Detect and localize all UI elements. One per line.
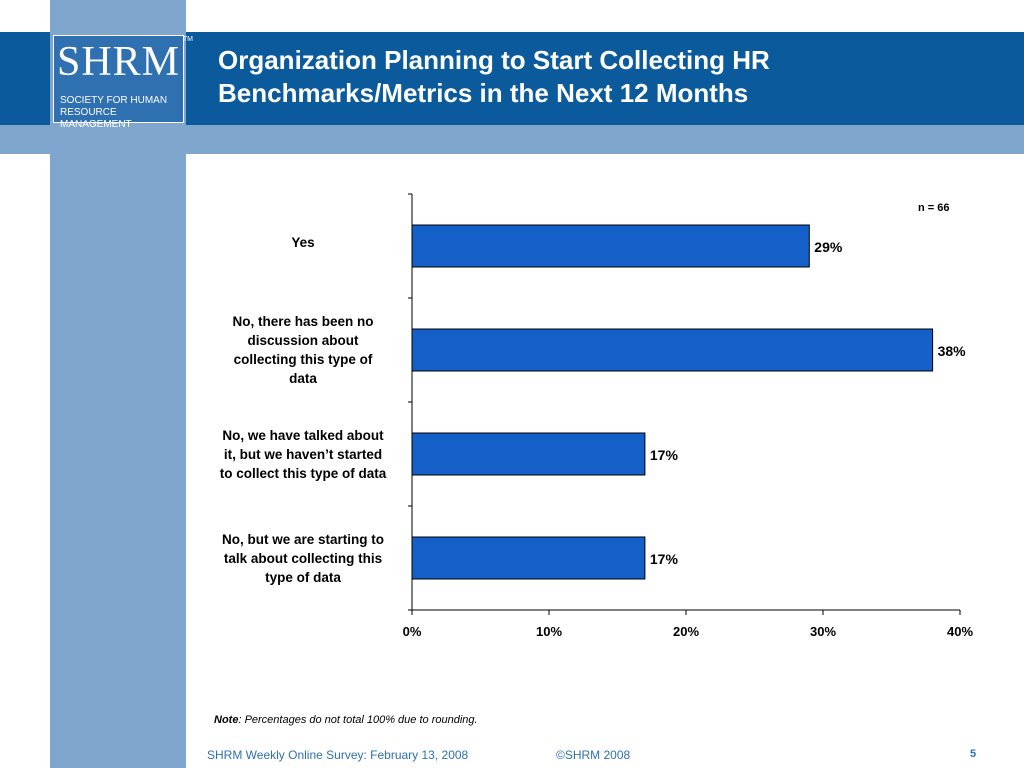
x-tick-label: 10%: [536, 624, 562, 639]
footnote-text: : Percentages do not total 100% due to r…: [238, 714, 478, 726]
category-label-line: talk about collecting this: [223, 550, 383, 566]
category-label-line: data: [289, 371, 317, 386]
category-label: No, we have talked about it, but we haven…: [208, 426, 398, 483]
footer-copyright: ©SHRM 2008: [556, 748, 631, 762]
bar-value-label: 17%: [650, 447, 679, 463]
x-tick-label: 30%: [810, 624, 836, 639]
slide-title-line-1: Organization Planning to Start Collectin…: [218, 45, 770, 75]
logo-subtitle: SOCIETY FOR HUMAN RESOURCE MANAGEMENT: [60, 95, 183, 131]
slide-title-line-2: Benchmarks/Metrics in the Next 12 Months: [218, 78, 749, 108]
category-label: No, but we are starting to talk about col…: [208, 530, 398, 587]
category-label-line: No, we have talked about: [222, 427, 384, 443]
slide-title: Organization Planning to Start Collectin…: [218, 44, 978, 110]
category-label-line: No, but we are starting to: [221, 531, 384, 547]
left-strip: [50, 0, 186, 768]
bar-value-label: 17%: [650, 551, 679, 567]
logo-line-2: RESOURCE MANAGEMENT: [60, 107, 132, 130]
page-number: 5: [970, 748, 977, 760]
x-tick-label: 20%: [673, 624, 699, 639]
footer-survey: SHRM Weekly Online Survey: February 13, …: [207, 748, 469, 762]
x-tick-label: 40%: [947, 624, 973, 639]
logo-line-1: SOCIETY FOR HUMAN: [60, 95, 168, 106]
category-label-line: collecting this type of: [233, 352, 373, 367]
bar: [411, 536, 646, 580]
category-label-line: No, there has been no: [232, 314, 374, 329]
bar: [411, 224, 810, 268]
bar: [411, 328, 934, 372]
sample-size-annotation: n = 66: [918, 202, 950, 214]
category-label-line: discussion about: [247, 333, 359, 348]
bar-value-label: 29%: [814, 239, 843, 255]
shrm-logo: SHRM TM SOCIETY FOR HUMAN RESOURCE MANAG…: [53, 35, 193, 130]
category-label-line: Yes: [291, 234, 315, 250]
bar: [411, 432, 646, 476]
logo-trademark: TM: [182, 36, 193, 43]
logo-mark: SHRM: [56, 39, 181, 85]
category-label: No, there has been no discussion about col…: [208, 312, 398, 388]
bar-value-label: 38%: [938, 343, 967, 359]
footnote-bold: Note: [214, 714, 239, 726]
x-tick-label: 0%: [403, 624, 422, 639]
category-label-line: to collect this type of data: [219, 465, 387, 481]
category-label: Yes: [208, 233, 398, 252]
category-label-line: type of data: [265, 569, 341, 585]
footnote: Note: Percentages do not total 100% due …: [214, 714, 478, 726]
category-label-line: it, but we haven’t started: [223, 446, 383, 462]
